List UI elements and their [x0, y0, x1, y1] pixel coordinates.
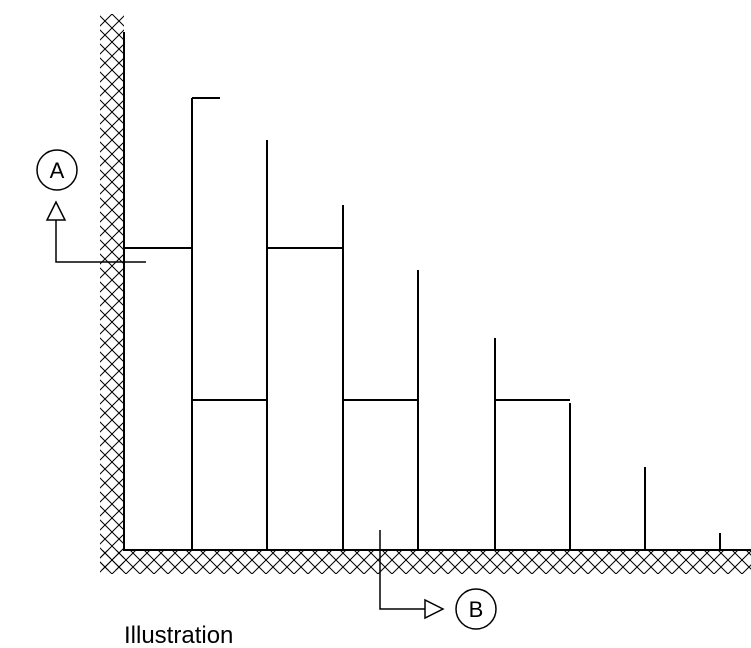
wall-hatching: [100, 14, 124, 570]
arrowhead-up-icon: [45, 200, 67, 221]
callout-a-circle: [36, 149, 78, 191]
diagram-caption: Illustration: [124, 622, 233, 648]
step-structure: [124, 97, 721, 550]
arrowhead-right-icon: [424, 598, 445, 620]
callout-a-label: A: [50, 158, 65, 183]
callout-a: A: [36, 149, 146, 263]
floor-hatching: [100, 550, 751, 574]
callout-b-label: B: [469, 597, 484, 622]
callout-b-circle: [455, 588, 497, 630]
callout-b: B: [379, 530, 497, 630]
